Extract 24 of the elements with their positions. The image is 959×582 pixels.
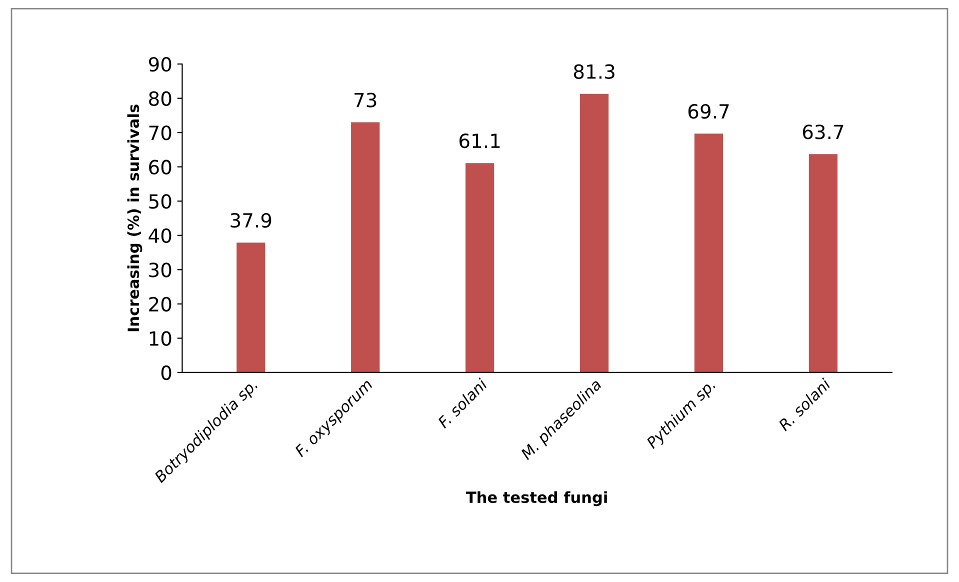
y-tick-label: 30 xyxy=(149,262,172,278)
data-label: 73 xyxy=(354,92,376,108)
bar xyxy=(808,154,838,372)
y-tick-label: 40 xyxy=(148,228,172,244)
data-label: 63.7 xyxy=(802,124,844,140)
bar xyxy=(236,242,266,372)
x-axis-title: The tested fungi xyxy=(466,491,607,506)
y-tick-label: 20 xyxy=(149,296,172,312)
y-tick-label: 80 xyxy=(149,91,172,106)
data-label: 37.9 xyxy=(230,213,272,228)
y-tick-label: 10 xyxy=(150,331,172,346)
data-label: 81.3 xyxy=(574,64,614,79)
y-tick-label: 50 xyxy=(149,194,172,209)
bar xyxy=(694,134,724,372)
data-label: 69.7 xyxy=(688,104,729,119)
y-tick-label: 70 xyxy=(149,126,172,140)
data-label: 61.1 xyxy=(460,133,500,148)
y-tick-label: 0 xyxy=(161,365,172,380)
y-axis-title: Increasing (%) in survivals xyxy=(127,104,142,332)
y-tick-label: 90 xyxy=(148,56,172,72)
bar xyxy=(580,94,609,372)
bar xyxy=(466,163,494,372)
y-tick-label: 60 xyxy=(149,160,172,175)
bar xyxy=(351,122,380,372)
